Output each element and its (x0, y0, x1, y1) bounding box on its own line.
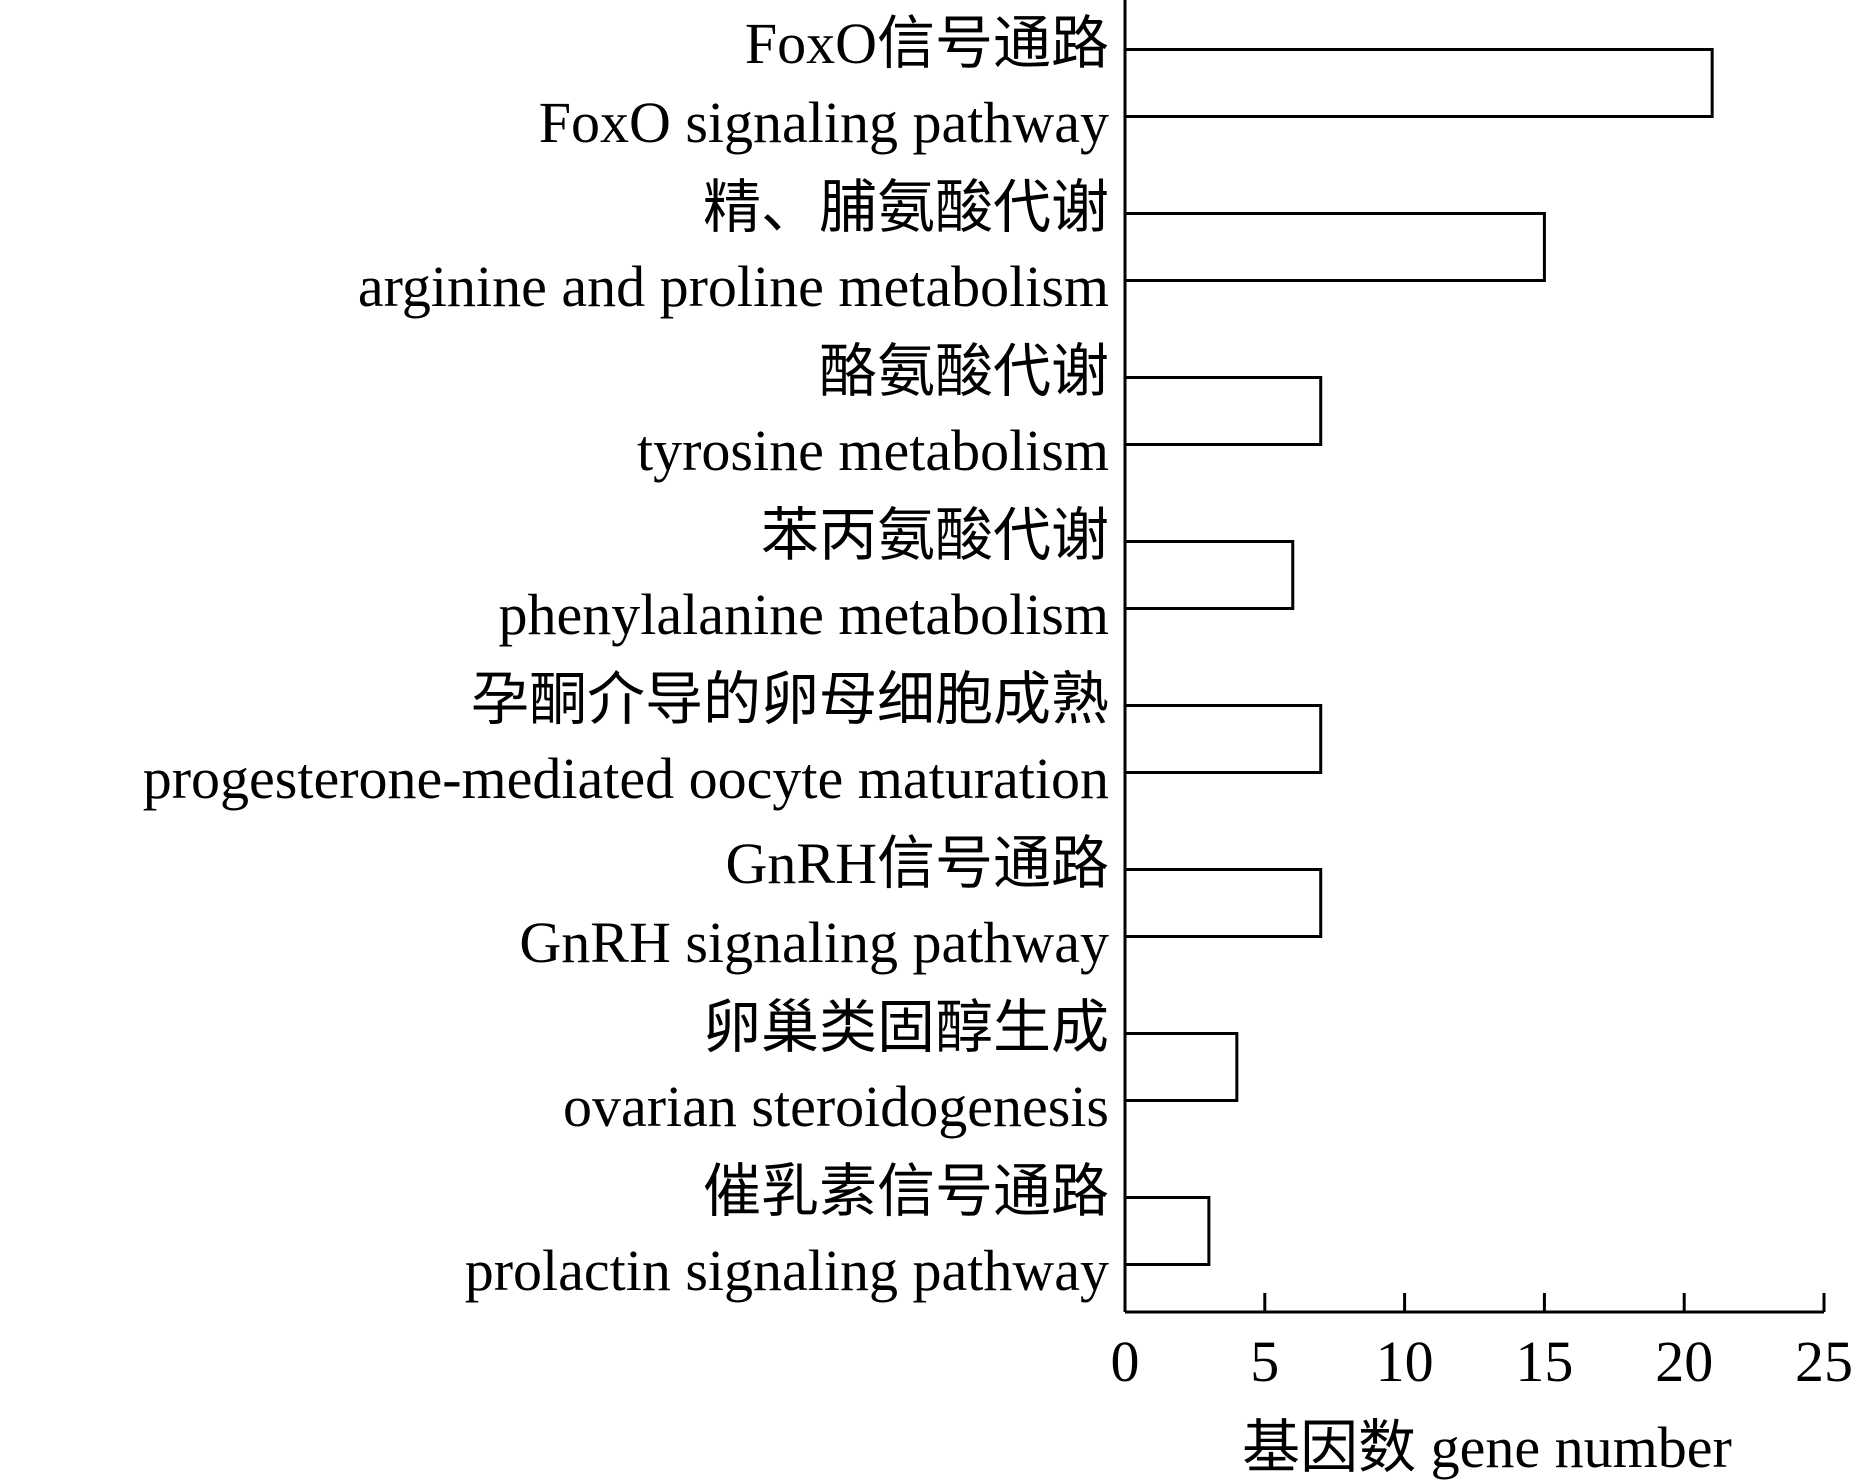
bar-1 (1123, 48, 1714, 118)
x-tick-label-20: 20 (1655, 1329, 1713, 1394)
x-ticks: 0 5 10 15 20 25 (1111, 1293, 1853, 1394)
category-label-en: prolactin signaling pathway (465, 1238, 1109, 1303)
category-label-zh: 酪氨酸代谢 (819, 339, 1109, 404)
x-axis-title: 基因数 gene number (1242, 1415, 1732, 1480)
category-label-en: phenylalanine metabolism (499, 582, 1109, 647)
category-labels: FoxO信号通路 FoxO signaling pathway 精、脯氨酸代谢 arg… (143, 11, 1109, 1303)
x-tick-label-15: 15 (1515, 1329, 1573, 1394)
bars-group (1123, 48, 1714, 1266)
category-label-en: ovarian steroidogenesis (563, 1074, 1109, 1139)
category-label-zh: 孕酮介导的卵母细胞成熟 (471, 667, 1109, 732)
x-tick-label-25: 25 (1795, 1329, 1853, 1394)
x-tick-label-5: 5 (1250, 1329, 1279, 1394)
bar-2 (1123, 212, 1546, 282)
category-label-zh: 精、脯氨酸代谢 (703, 175, 1109, 240)
category-label-zh: GnRH信号通路 (726, 831, 1109, 896)
category-label-zh: FoxO信号通路 (745, 11, 1109, 76)
category-label-zh: 催乳素信号通路 (703, 1159, 1109, 1224)
category-label-en: FoxO signaling pathway (539, 90, 1109, 155)
category-label-en: arginine and proline metabolism (358, 254, 1109, 319)
x-tick-label-0: 0 (1111, 1329, 1140, 1394)
category-label-en: progesterone-mediated oocyte maturation (143, 746, 1109, 811)
category-label-zh: 卵巢类固醇生成 (703, 995, 1109, 1060)
category-label-zh: 苯丙氨酸代谢 (761, 503, 1109, 568)
bar-6 (1123, 868, 1323, 938)
bar-3 (1123, 376, 1323, 446)
bar-7 (1123, 1032, 1239, 1102)
category-label-en: tyrosine metabolism (637, 418, 1109, 483)
bar-5 (1123, 704, 1323, 774)
x-tick-label-10: 10 (1376, 1329, 1434, 1394)
category-label-en: GnRH signaling pathway (519, 910, 1109, 975)
bar-4 (1123, 540, 1295, 610)
bar-8 (1123, 1196, 1211, 1266)
